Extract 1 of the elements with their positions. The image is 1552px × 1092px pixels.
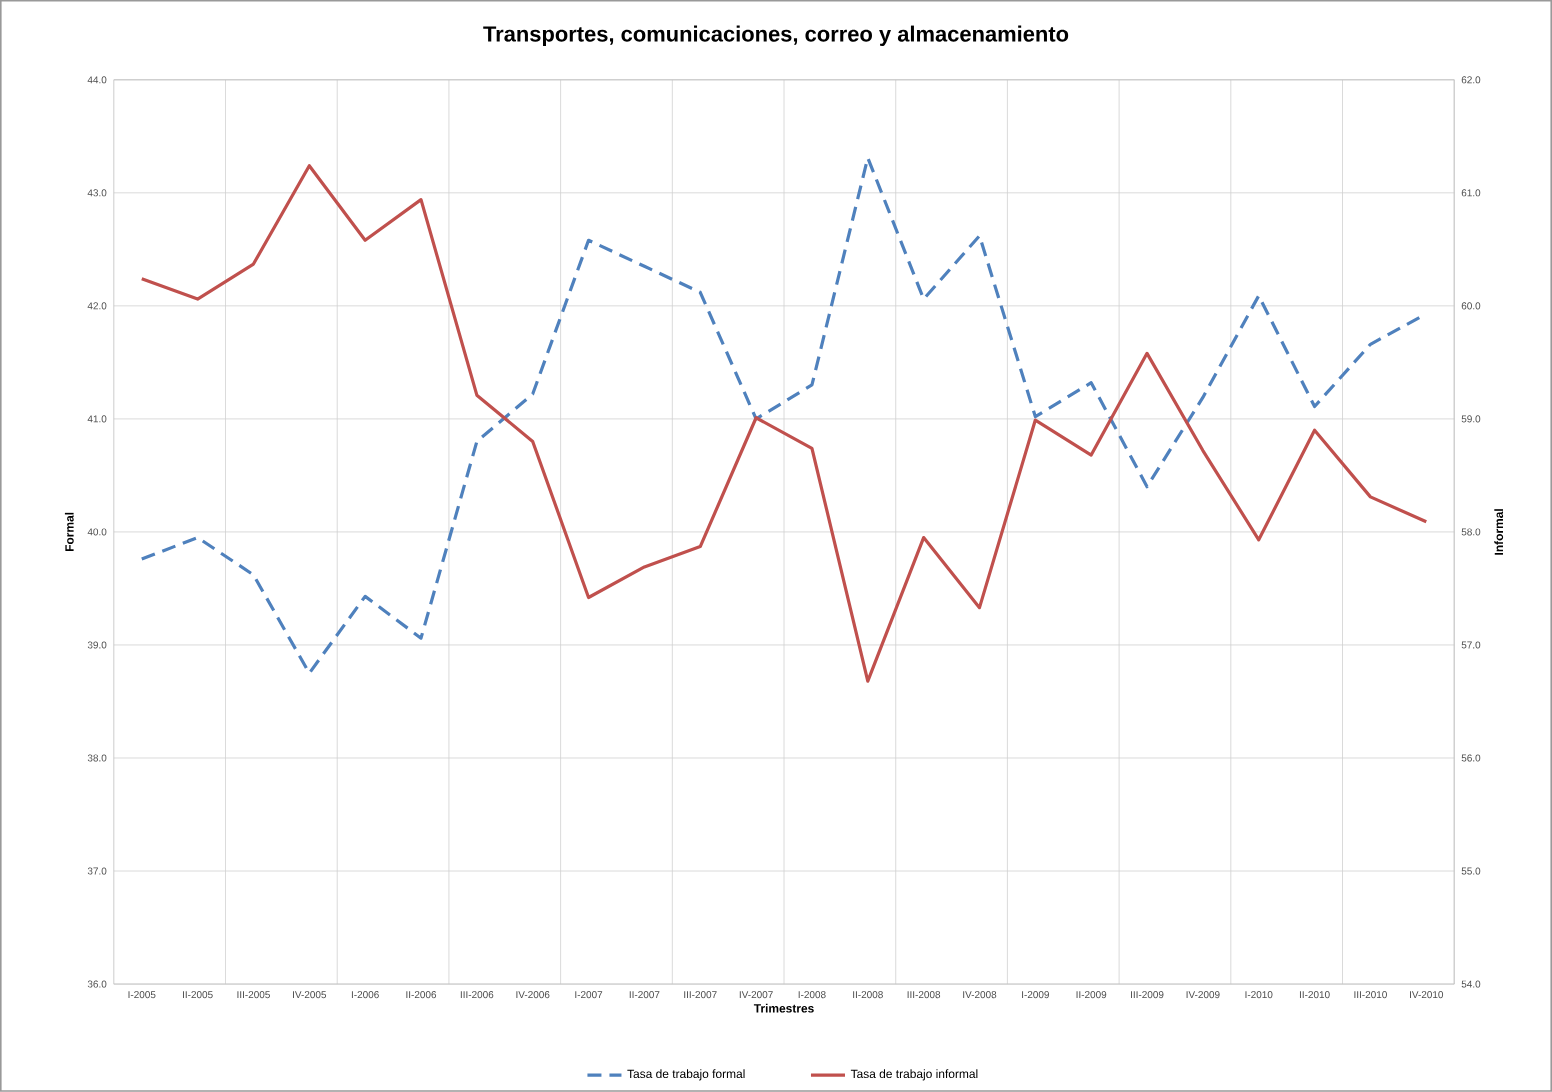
chart-title: Transportes, comunicaciones, correo y almacenamiento [483,25,1069,47]
